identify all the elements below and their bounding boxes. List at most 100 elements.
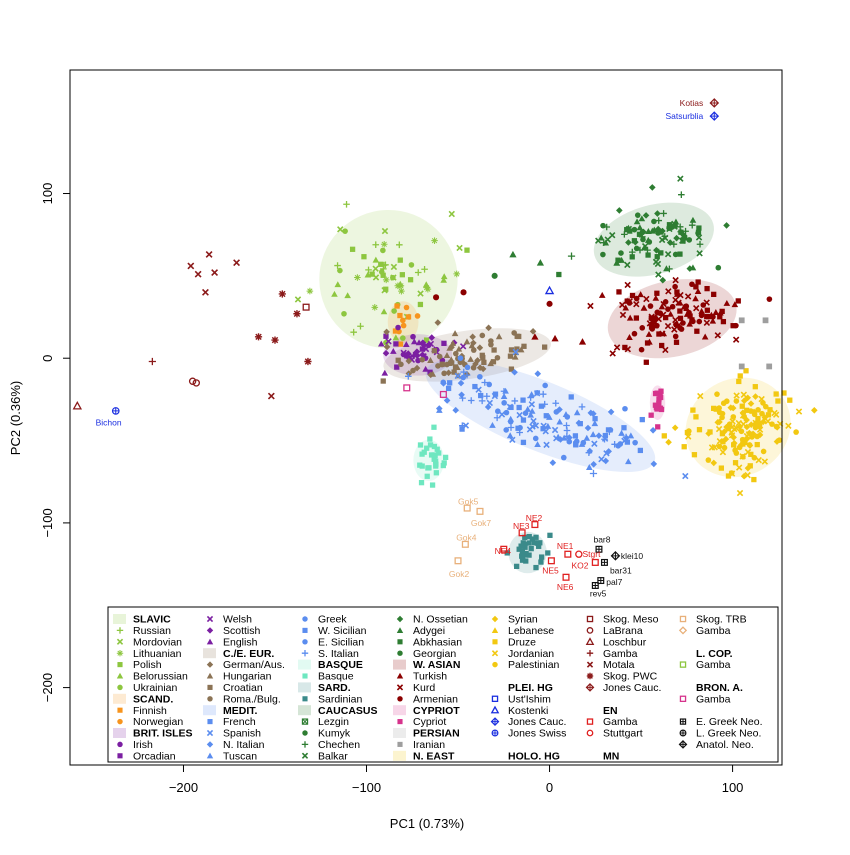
data-point [645, 252, 651, 258]
data-point [567, 252, 576, 260]
data-point [431, 237, 438, 244]
data-point [700, 302, 707, 308]
legend-marker [586, 650, 594, 657]
data-point [692, 295, 699, 302]
data-point [519, 553, 525, 559]
data-point [715, 425, 723, 433]
legend-entry: Jones Cauc. [603, 682, 661, 694]
data-point [577, 421, 583, 427]
data-point [600, 239, 608, 246]
legend-entry: EN [603, 705, 618, 717]
data-point [638, 215, 646, 222]
data-point [547, 532, 553, 538]
data-point [735, 464, 743, 471]
data-point [520, 417, 527, 423]
legend-marker [490, 717, 500, 726]
legend-marker [679, 615, 687, 623]
legend-marker [302, 673, 308, 679]
data-point [721, 444, 728, 451]
data-point [557, 436, 564, 443]
data-point [410, 338, 418, 345]
data-point [425, 342, 432, 349]
data-point [666, 222, 673, 228]
data-point [647, 303, 654, 309]
data-point [470, 339, 477, 347]
data-point [350, 328, 357, 336]
cluster-hull-slavic [319, 209, 458, 349]
data-point [598, 455, 605, 463]
data-point [526, 533, 532, 540]
data-point [500, 393, 508, 399]
legend-entry: Hungarian [223, 671, 272, 683]
data-point [696, 318, 703, 325]
data-point [441, 370, 447, 377]
data-point [712, 309, 720, 315]
data-point [478, 392, 484, 399]
legend-entry: SLAVIC [133, 614, 171, 626]
data-point [397, 312, 403, 319]
legend-entry: N. Italian [223, 739, 265, 751]
legend-entry: Norwegian [133, 716, 183, 728]
data-point [655, 315, 662, 323]
data-point [585, 449, 593, 457]
legend-swatch [393, 705, 406, 716]
data-point [773, 423, 780, 430]
data-point [622, 344, 628, 351]
legend-entry: Lezgin [318, 716, 349, 728]
data-point [334, 262, 341, 269]
data-point [495, 408, 501, 415]
legend-entry: Abkhasian [413, 636, 462, 648]
data-point [454, 372, 462, 380]
data-point [434, 446, 440, 452]
cluster-shapes [319, 202, 791, 574]
data-point [625, 458, 632, 465]
data-point [424, 445, 430, 451]
data-point [694, 288, 702, 295]
data-point [410, 333, 416, 340]
ancient-sample-point [500, 545, 508, 553]
data-point [671, 424, 679, 432]
data-point [391, 308, 397, 314]
data-point [422, 365, 429, 372]
data-point [294, 296, 302, 303]
data-point [640, 304, 648, 311]
y-tick-label: −200 [40, 673, 55, 702]
data-point [677, 251, 683, 257]
data-point [720, 439, 726, 445]
data-point [293, 310, 301, 318]
data-point [605, 448, 612, 455]
data-point [680, 303, 688, 310]
data-point [481, 379, 489, 386]
legend-entry: Lithuanian [133, 648, 182, 660]
legend-entry: E. Greek Neo. [696, 716, 763, 728]
data-point [656, 396, 662, 402]
data-point [718, 465, 725, 471]
point-label: bar31 [610, 566, 632, 576]
data-point [377, 340, 385, 347]
data-point [382, 276, 390, 284]
data-point [528, 391, 535, 398]
data-point [665, 438, 672, 446]
data-point [666, 239, 674, 246]
data-point [719, 448, 727, 456]
data-point [399, 272, 405, 278]
data-point [445, 360, 453, 366]
data-point [586, 447, 594, 455]
legend-entry: Iranian [413, 739, 445, 751]
legend-swatch [393, 750, 406, 761]
data-point [637, 291, 644, 298]
data-point [615, 257, 621, 263]
legend-swatch [298, 659, 311, 670]
data-point [584, 424, 592, 432]
data-point [538, 403, 545, 409]
data-point [587, 409, 595, 417]
ancient-sample-point [562, 573, 570, 581]
data-point [464, 247, 470, 253]
data-point [756, 426, 764, 433]
data-point [739, 403, 745, 409]
ancient-sample-point [531, 521, 539, 529]
data-point [421, 265, 428, 273]
data-point [440, 276, 447, 283]
data-point [538, 559, 544, 565]
